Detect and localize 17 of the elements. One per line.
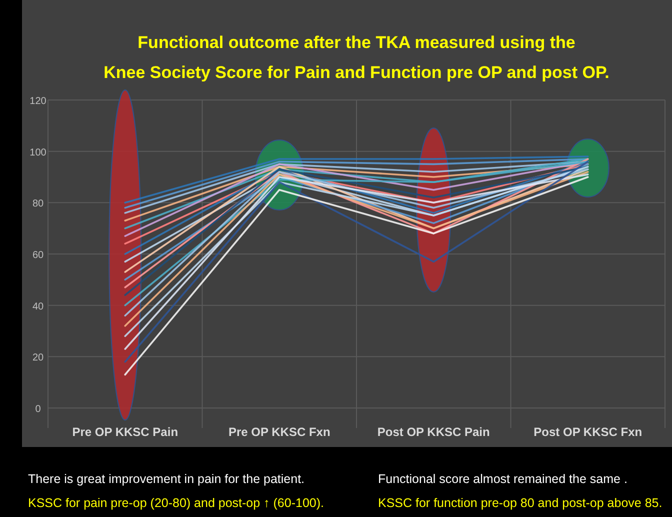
x-tick-label: Pre OP KKSC Fxn	[228, 425, 330, 439]
y-tick-label: 0	[35, 404, 42, 415]
chart-subtitle: Knee Society Score for Pain and Function pre OP and post OP.	[104, 63, 610, 82]
text: KSSC for function pre-op 80 and post-op above 85.	[378, 496, 662, 510]
y-tick-label: 120	[30, 96, 47, 107]
x-tick-label: Post OP KKSC Pain	[377, 425, 490, 439]
y-tick-label: 80	[32, 198, 44, 210]
y-tick-label: 100	[30, 147, 47, 158]
y-tick-label: 60	[32, 250, 44, 261]
text: Functional score almost remained the same .	[378, 472, 628, 486]
chart-title: Functional outcome after the TKA measured using the	[138, 33, 576, 52]
y-tick-label: 40	[32, 301, 44, 312]
x-tick-label: Post OP KKSC Fxn	[534, 425, 642, 439]
x-tick-label: Pre OP KKSC Pain	[72, 425, 178, 439]
text: There is great improvement in pain for the patient.	[28, 472, 305, 486]
y-tick-label: 20	[32, 352, 44, 364]
text: KSSC for pain pre-op (20-80) and post-op ↑ (60-100).	[28, 496, 324, 510]
